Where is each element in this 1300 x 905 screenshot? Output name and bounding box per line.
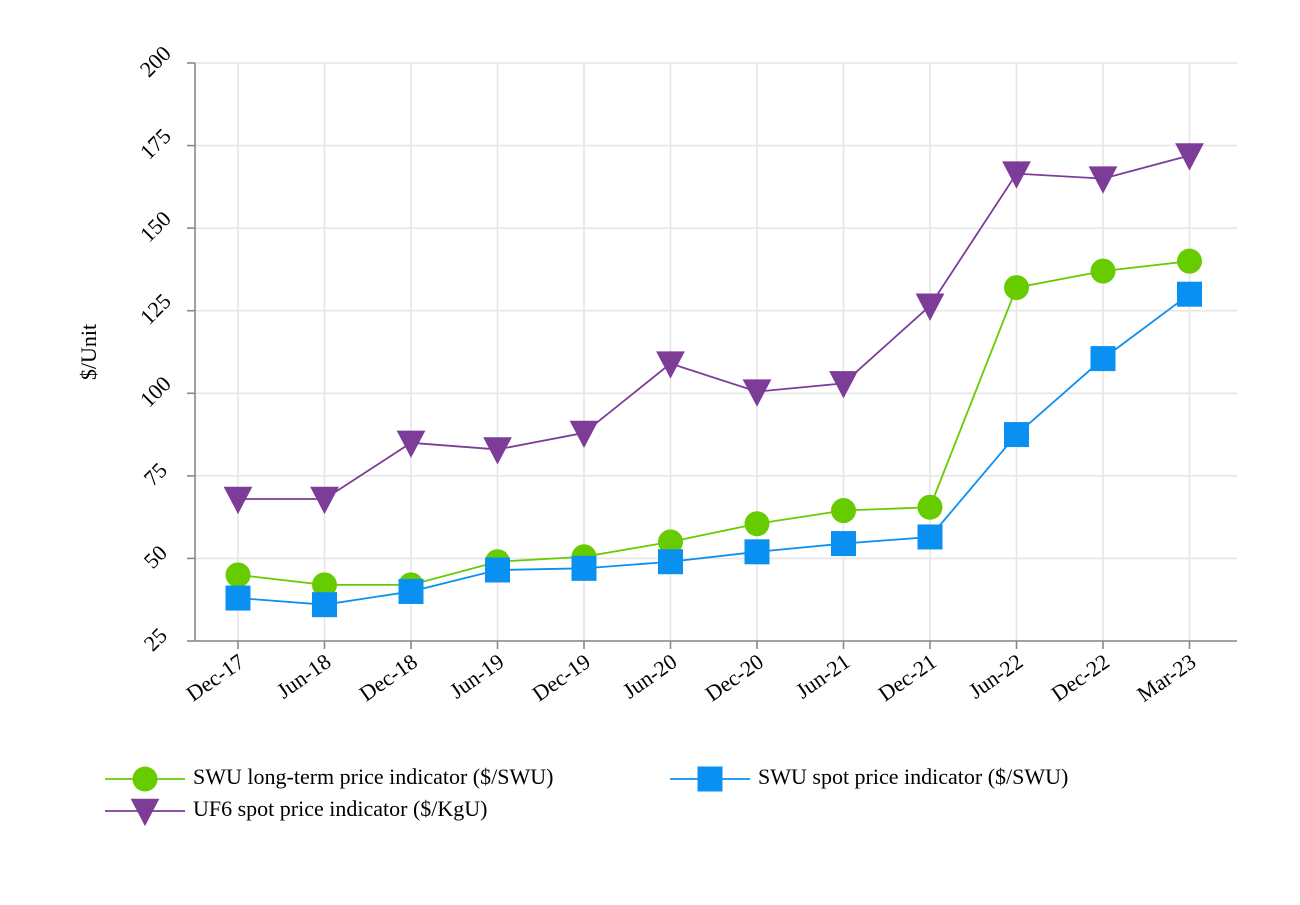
data-point-circle (225, 562, 251, 588)
grid-layer (195, 62, 1237, 642)
data-point-square (658, 549, 683, 575)
series-layer (223, 143, 1204, 618)
data-point-circle (917, 494, 943, 520)
data-point-circle (831, 498, 856, 524)
legend-item: SWU spot price indicator ($/SWU) (670, 764, 1068, 792)
data-point-circle (1177, 248, 1202, 274)
x-tick-label: Mar-23 (1132, 649, 1200, 707)
data-point-square (485, 557, 510, 583)
y-tick-label: 125 (135, 288, 176, 329)
legend-item: SWU long-term price indicator ($/SWU) (105, 764, 553, 792)
data-point-square (744, 539, 770, 565)
data-point-circle (1004, 275, 1029, 301)
series-line (237, 260, 1190, 586)
data-point-triangle (130, 798, 160, 827)
data-point-circle (744, 511, 770, 537)
x-tick-label: Jun-19 (445, 649, 508, 704)
legend-label: SWU long-term price indicator ($/SWU) (193, 764, 553, 789)
data-point-circle (312, 572, 337, 598)
data-point-circle (1090, 258, 1116, 284)
data-point-square (312, 592, 337, 618)
y-tick-label: 200 (135, 41, 176, 82)
data-point-square (917, 524, 943, 550)
data-point-triangle (915, 293, 945, 321)
x-tick-label: Dec-22 (1046, 649, 1113, 707)
series-circle (225, 248, 1202, 598)
data-point-triangle (829, 371, 858, 399)
data-point-square (697, 766, 723, 792)
data-point-triangle (1088, 166, 1118, 194)
data-point-circle (658, 529, 683, 555)
data-point-triangle (310, 486, 339, 515)
data-point-square (1004, 422, 1029, 448)
series-line (237, 293, 1191, 606)
y-tick-label: 100 (135, 371, 176, 412)
y-tick-label: 150 (135, 206, 176, 247)
data-point-circle (132, 766, 158, 792)
x-tick-label: Jun-22 (964, 649, 1027, 704)
data-point-triangle (396, 430, 426, 458)
x-tick-label: Dec-19 (527, 649, 594, 707)
data-point-square (571, 555, 597, 581)
legend-label: SWU spot price indicator ($/SWU) (758, 764, 1068, 789)
y-tick-label: 175 (135, 123, 176, 164)
x-tick-label: Jun-18 (272, 649, 335, 704)
x-tick-label: Jun-21 (791, 649, 854, 704)
legend-label: UF6 spot price indicator ($/KgU) (193, 796, 488, 821)
x-tick-label: Dec-21 (873, 649, 940, 707)
data-point-square (225, 585, 251, 611)
data-point-triangle (569, 420, 599, 449)
series-triangle-down (223, 143, 1204, 515)
data-point-square (1177, 281, 1202, 307)
legend-item: UF6 spot price indicator ($/KgU) (105, 796, 488, 827)
y-tick-label: 50 (139, 540, 172, 573)
y-axis-title: $/Unit (76, 324, 101, 380)
x-tick-label: Dec-18 (354, 649, 421, 707)
data-point-square (1090, 346, 1116, 372)
data-point-triangle (1002, 161, 1031, 189)
data-point-triangle (1175, 143, 1204, 171)
data-point-triangle (223, 486, 253, 515)
x-tick-label: Dec-20 (700, 649, 767, 707)
x-tick-label: Jun-20 (618, 649, 681, 704)
series-square (225, 281, 1202, 618)
data-point-square (831, 531, 856, 557)
y-tick-label: 25 (139, 623, 172, 656)
series-line (238, 154, 1190, 500)
data-point-square (398, 578, 424, 604)
data-point-triangle (742, 379, 772, 407)
y-tick-label: 75 (139, 458, 172, 491)
legend: SWU long-term price indicator ($/SWU) SWU… (105, 764, 1068, 827)
data-point-triangle (483, 437, 512, 465)
x-tick-label: Dec-17 (181, 649, 248, 707)
data-point-triangle (656, 351, 685, 379)
